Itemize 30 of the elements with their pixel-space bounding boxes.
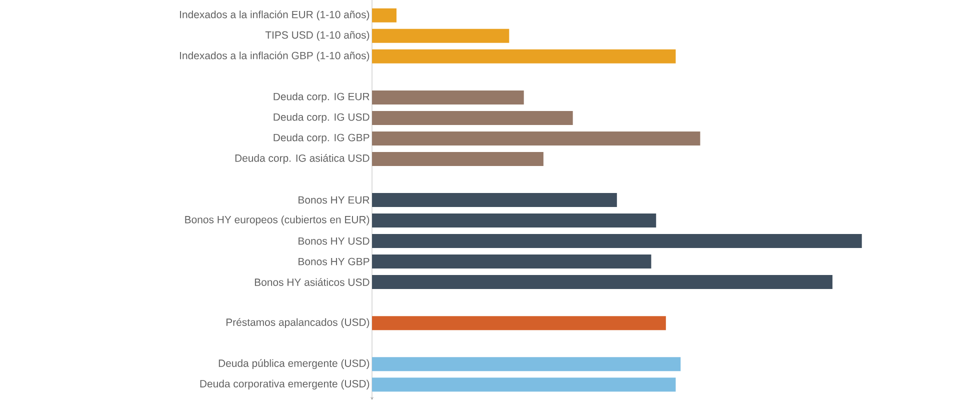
y-tick-label: Bonos HY asiáticos USD [254, 278, 370, 286]
bar [372, 152, 544, 166]
bar [372, 378, 676, 392]
bar [372, 254, 652, 269]
y-tick-label: Deuda corp. IG GBP [274, 134, 370, 144]
y-tick-label: Indexados a la inflación GBP (1-10 años) [180, 51, 370, 62]
bar [372, 49, 676, 64]
bar [372, 110, 573, 125]
y-tick-label: Bonos HY EUR [298, 196, 370, 204]
bar [372, 90, 524, 104]
y-tick-label: Bonos HY europeos (cubiertos en EUR) [185, 216, 370, 226]
bar [372, 234, 862, 248]
bar [372, 275, 832, 290]
y-tick-label: Préstamos apalancados (USD) [226, 318, 370, 328]
bar [372, 357, 681, 372]
y-tick-label: Bonos HY GBP [298, 258, 370, 266]
y-tick-label: Deuda corporativa emergente (USD) [200, 380, 370, 390]
y-tick-label: Bonos HY USD [298, 237, 370, 245]
y-tick-label: Deuda corp. IG EUR [274, 92, 370, 102]
y-tick-label: TIPS USD (1-10 años) [265, 31, 370, 41]
bar [372, 8, 396, 22]
bar [372, 131, 700, 146]
y-tick-label: Indexados a la inflación EUR (1-10 años) [180, 10, 370, 20]
y-tick-label: Deuda corp. IG asiática USD [235, 154, 370, 164]
bar [372, 316, 666, 330]
y-tick-label: Deuda pública emergente (USD) [218, 359, 370, 370]
y-tick-label: Deuda corp. IG USD [274, 113, 370, 123]
bar [372, 214, 656, 228]
bar [372, 28, 510, 43]
bar [372, 193, 617, 208]
